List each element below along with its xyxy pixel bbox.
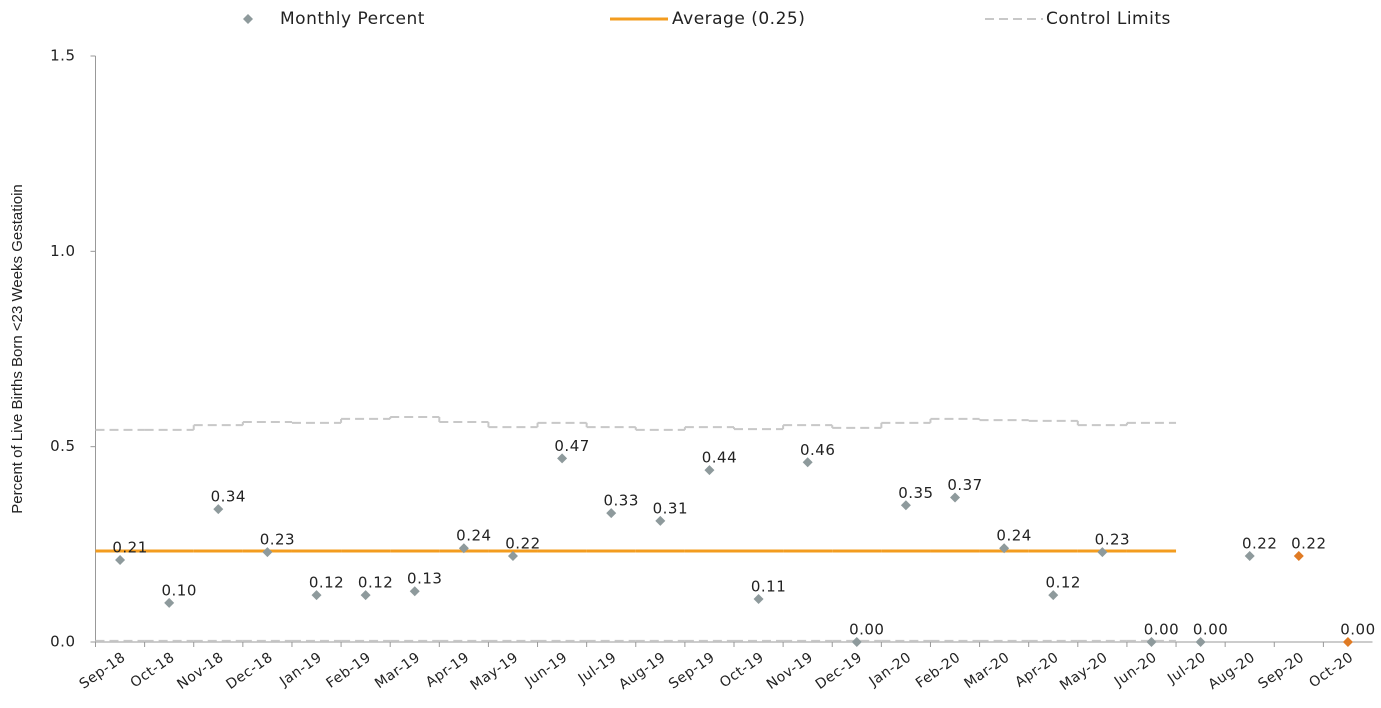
data-point — [557, 453, 568, 464]
data-point — [311, 590, 322, 601]
data-label: 0.23 — [1095, 531, 1130, 549]
data-label: 0.22 — [1291, 535, 1326, 553]
data-point — [213, 504, 224, 515]
data-label: 0.24 — [456, 527, 491, 545]
legend-marker — [243, 14, 253, 24]
data-label: 0.35 — [898, 484, 933, 502]
data-point — [1293, 551, 1304, 562]
x-tick-label: Jul-20 — [1164, 649, 1209, 687]
data-point — [164, 597, 175, 608]
data-point — [1097, 547, 1108, 558]
data-label: 0.00 — [1144, 621, 1179, 639]
y-axis-label: Percent of Live Births Born <23 Weeks Ge… — [9, 184, 26, 513]
x-tick-label: Nov-18 — [174, 649, 226, 692]
data-label: 0.22 — [505, 535, 540, 553]
y-tick-label: 0.0 — [50, 633, 75, 651]
x-tick-label: Dec-19 — [813, 649, 866, 692]
x-tick-label: Dec-18 — [223, 649, 276, 692]
x-tick-label: Aug-19 — [616, 649, 669, 693]
data-label: 0.22 — [1242, 535, 1277, 553]
x-tick-label: Sep-19 — [666, 649, 718, 692]
x-tick-label: Oct-19 — [717, 649, 767, 691]
y-tick-label: 1.5 — [50, 47, 75, 65]
data-point — [606, 508, 617, 519]
x-tick-label: Mar-20 — [961, 649, 1012, 692]
data-point — [851, 637, 862, 647]
x-tick-label: May-19 — [468, 649, 522, 693]
x-tick-label: Oct-18 — [128, 649, 178, 691]
data-label: 0.11 — [751, 578, 786, 596]
data-point — [802, 457, 813, 468]
x-tick-label: May-20 — [1057, 649, 1111, 693]
data-label: 0.23 — [260, 531, 295, 549]
x-tick-label: Apr-19 — [423, 649, 472, 690]
data-label: 0.12 — [1046, 574, 1081, 592]
data-point — [409, 586, 420, 597]
legend-label: Monthly Percent — [280, 9, 425, 29]
x-tick-label: Feb-19 — [324, 649, 375, 691]
x-tick-label: Apr-20 — [1012, 649, 1061, 690]
data-label: 0.10 — [161, 581, 196, 599]
data-label: 0.21 — [112, 538, 147, 556]
data-label: 0.46 — [800, 441, 835, 459]
data-point — [1195, 637, 1206, 647]
data-label: 0.12 — [358, 574, 393, 592]
data-point — [950, 492, 961, 503]
data-point — [115, 554, 126, 565]
data-point — [999, 543, 1010, 554]
data-point — [1048, 590, 1059, 601]
data-label: 0.44 — [702, 449, 737, 467]
data-label: 0.34 — [211, 488, 246, 506]
data-point — [1342, 637, 1353, 647]
x-tick-label: Jun-19 — [522, 649, 571, 690]
x-tick-label: Oct-20 — [1306, 649, 1356, 691]
data-point — [1244, 551, 1255, 562]
x-tick-label: Mar-19 — [372, 649, 423, 692]
y-tick-label: 0.5 — [50, 437, 75, 455]
data-label: 0.33 — [604, 492, 639, 510]
x-tick-label: Jan-19 — [276, 649, 325, 690]
data-label: 0.47 — [554, 437, 589, 455]
x-tick-label: Nov-19 — [764, 649, 816, 692]
x-tick-label: Sep-20 — [1255, 649, 1307, 692]
data-label: 0.12 — [309, 574, 344, 592]
data-point — [458, 543, 469, 554]
data-point — [507, 551, 518, 562]
x-tick-label: Feb-20 — [913, 649, 964, 691]
data-label: 0.00 — [1193, 621, 1228, 639]
data-point — [1146, 637, 1157, 647]
data-label: 0.00 — [1340, 621, 1375, 639]
data-point — [704, 465, 715, 476]
data-label: 0.31 — [653, 499, 688, 517]
data-point — [655, 515, 666, 526]
data-point — [753, 594, 764, 605]
x-tick-label: Sep-18 — [77, 649, 129, 692]
data-label: 0.13 — [407, 570, 442, 588]
x-tick-label: Jun-20 — [1111, 649, 1160, 690]
data-point — [900, 500, 911, 511]
data-point — [360, 590, 371, 601]
data-label: 0.24 — [996, 527, 1031, 545]
legend-label: Control Limits — [1046, 9, 1171, 29]
data-point — [262, 547, 273, 558]
x-tick-label: Jan-20 — [866, 649, 915, 690]
y-tick-label: 1.0 — [50, 242, 75, 260]
data-label: 0.00 — [849, 621, 884, 639]
x-tick-label: Aug-20 — [1206, 649, 1259, 693]
x-tick-label: Jul-19 — [575, 649, 620, 687]
legend-label: Average (0.25) — [672, 9, 805, 29]
data-label: 0.37 — [947, 476, 982, 494]
